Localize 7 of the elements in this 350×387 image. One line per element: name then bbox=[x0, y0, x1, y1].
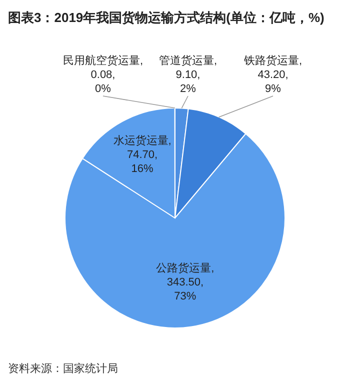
slice-label: 铁路货运量, 43.20, 9% bbox=[242, 54, 302, 95]
slice-label: 管道货运量, 9.10, 2% bbox=[158, 54, 218, 95]
slice-label: 公路货运量, 343.50, 73% bbox=[156, 261, 214, 302]
slice-label: 民用航空货运量, 0.08, 0% bbox=[62, 54, 144, 95]
text: 资料来源：国家统计局 bbox=[8, 362, 118, 375]
chart-title: 图表3：2019年我国货物运输方式结构(单位：亿吨，%) bbox=[8, 10, 324, 25]
slice-label: 水运货运量, 74.70, 16% bbox=[113, 134, 172, 176]
